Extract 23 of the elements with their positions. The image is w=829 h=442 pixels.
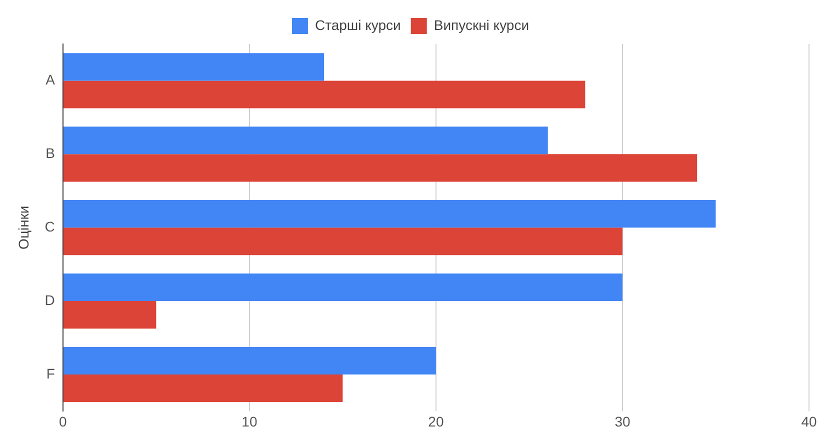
bar <box>63 274 622 302</box>
y-tick-label: D <box>44 292 55 308</box>
x-tick-label: 10 <box>242 413 258 430</box>
y-tick-label: A <box>46 72 56 88</box>
y-axis-title: Оцінки <box>15 206 32 250</box>
bar <box>63 80 586 108</box>
bar <box>63 374 343 402</box>
x-tick-label: 40 <box>801 413 817 430</box>
legend-label: Випускні курси <box>434 16 530 33</box>
x-tick-label: 30 <box>614 413 630 430</box>
legend-label: Старші курси <box>314 16 401 33</box>
y-tick-label: C <box>44 218 55 234</box>
bar <box>63 53 324 81</box>
bar <box>63 126 548 154</box>
bar <box>63 200 716 228</box>
bar <box>63 154 698 182</box>
x-tick-label: 20 <box>428 413 444 430</box>
bar <box>63 346 436 374</box>
y-tick-label: F <box>46 365 55 382</box>
bar <box>63 228 622 256</box>
bar <box>63 301 156 329</box>
x-tick-label: 0 <box>59 413 68 430</box>
y-tick-label: B <box>46 145 55 162</box>
